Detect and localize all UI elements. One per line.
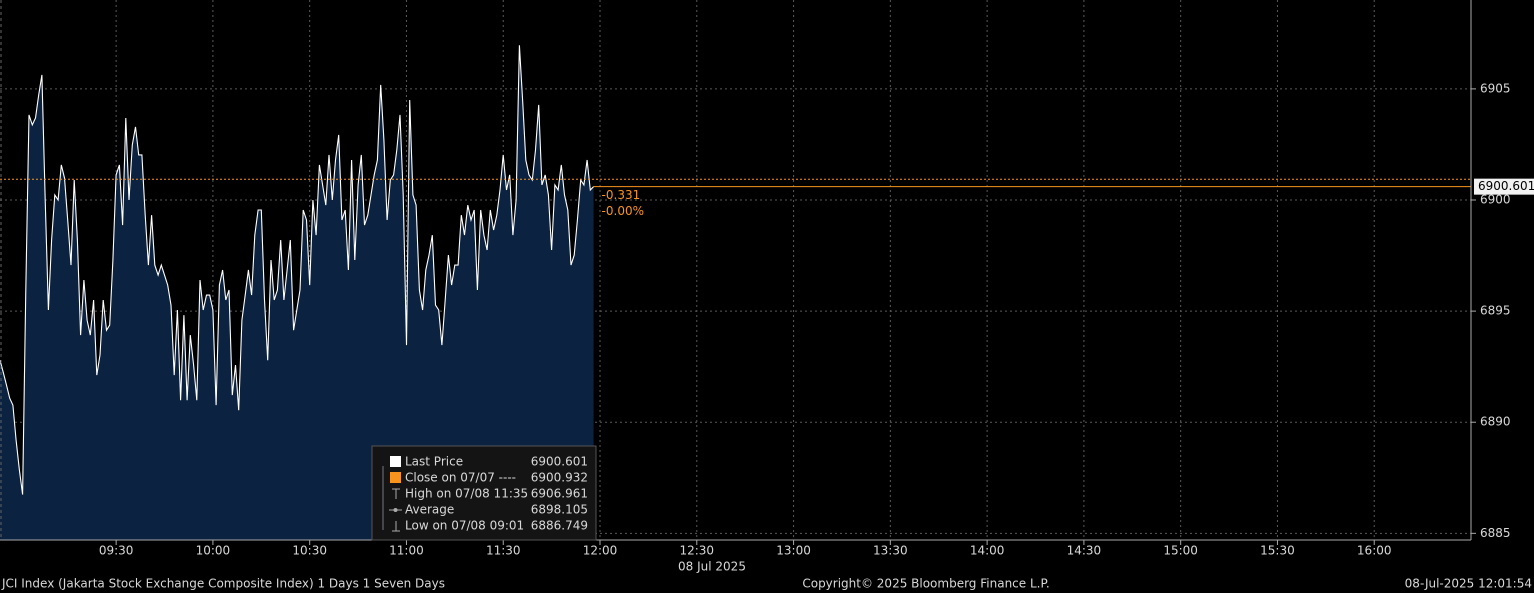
change-pct-label: -0.00% <box>602 204 644 218</box>
legend-box <box>371 445 597 541</box>
x-tick-label: 12:30 <box>679 544 714 558</box>
x-tick-label: 11:00 <box>389 544 424 558</box>
change-label: -0.331 <box>602 188 641 202</box>
legend-icon <box>392 488 400 499</box>
legend-label: Close on 07/07 ---- <box>405 471 516 485</box>
last-price-tag-label: 6900.601 <box>1478 179 1534 193</box>
legend-icon <box>392 521 400 532</box>
y-tick-label: 6885 <box>1480 526 1511 540</box>
legend-swatch <box>390 472 401 483</box>
x-tick-label: 09:30 <box>99 544 134 558</box>
last-price-tag <box>1474 178 1534 195</box>
x-tick-label: 11:30 <box>486 544 521 558</box>
legend-label: Last Price <box>405 455 463 469</box>
x-tick-label: 15:30 <box>1260 544 1295 558</box>
x-tick-label: 10:30 <box>292 544 327 558</box>
x-axis-label: 08 Jul 2025 <box>678 560 746 574</box>
area-fill <box>0 45 594 541</box>
footer-left: JCI Index (Jakarta Stock Exchange Compos… <box>1 577 445 591</box>
legend-label: High on 07/08 11:35 <box>405 487 528 501</box>
y-tick-label: 6900 <box>1480 193 1511 207</box>
footer-right: 08-Jul-2025 12:01:54 <box>1405 577 1532 591</box>
x-tick-label: 16:00 <box>1357 544 1392 558</box>
x-tick-label: 13:30 <box>873 544 908 558</box>
legend-value: 6900.601 <box>531 455 588 469</box>
legend-value: 6886.749 <box>531 519 588 533</box>
price-line <box>0 45 594 495</box>
y-tick-label: 6905 <box>1480 81 1511 95</box>
x-tick-label: 12:00 <box>583 544 618 558</box>
legend-icon <box>393 508 398 512</box>
x-tick-label: 13:00 <box>776 544 811 558</box>
legend-value: 6906.961 <box>531 487 588 501</box>
legend-label: Average <box>405 503 454 517</box>
footer-center: Copyright© 2025 Bloomberg Finance L.P. <box>802 577 1049 591</box>
x-tick-label: 14:00 <box>970 544 1005 558</box>
legend-value: 6900.932 <box>531 471 588 485</box>
y-tick-label: 6895 <box>1480 304 1511 318</box>
x-tick-label: 15:00 <box>1163 544 1198 558</box>
legend-swatch <box>390 456 401 467</box>
x-tick-label: 14:30 <box>1067 544 1102 558</box>
legend-value: 6898.105 <box>531 503 588 517</box>
x-tick-label: 10:00 <box>196 544 231 558</box>
legend-label: Low on 07/08 09:01 <box>405 519 524 533</box>
y-tick-label: 6890 <box>1480 415 1511 429</box>
